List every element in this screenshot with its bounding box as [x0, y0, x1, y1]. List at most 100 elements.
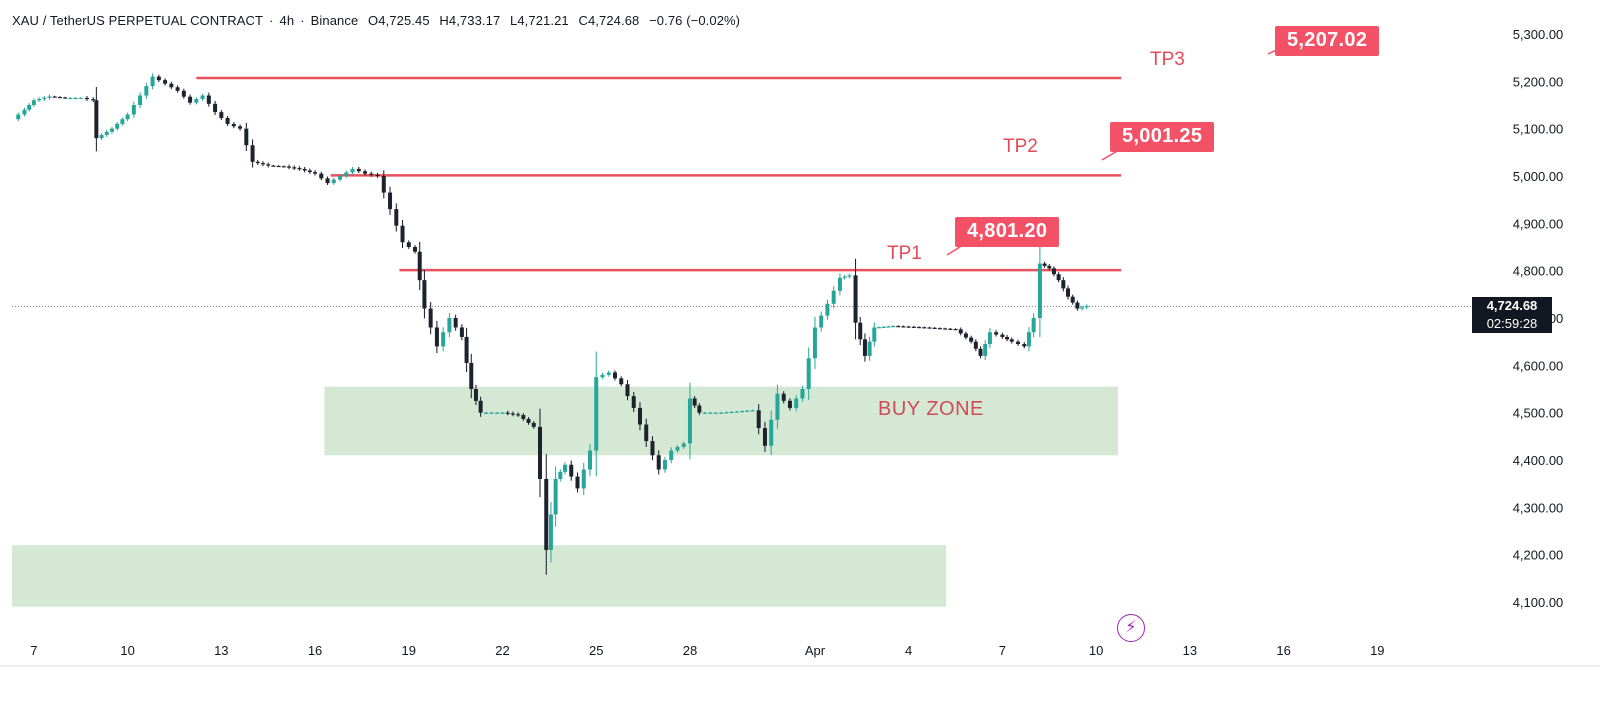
y-tick-label: 5,300.00 — [1513, 27, 1564, 42]
candle-body — [581, 469, 586, 489]
candle-body — [1056, 274, 1061, 281]
candle-body — [867, 341, 872, 356]
x-tick-label: 25 — [589, 643, 603, 658]
candle-body — [1009, 339, 1014, 342]
candle-body — [544, 478, 549, 550]
symbol-name[interactable]: XAU / TetherUS PERPETUAL CONTRACT — [12, 13, 264, 28]
candle-body — [800, 389, 805, 399]
candle-body — [1000, 334, 1005, 337]
candle-body — [1005, 336, 1010, 340]
candle-body — [781, 393, 786, 401]
candle-body — [319, 173, 324, 179]
x-tick-label: 10 — [1089, 643, 1103, 658]
candle-body — [973, 341, 978, 349]
y-tick-label: 4,300.00 — [1513, 500, 1564, 515]
candle-body — [1016, 341, 1021, 345]
candle-body — [681, 443, 686, 447]
candle-body — [762, 428, 767, 446]
candle-body — [881, 326, 886, 328]
candle-body — [644, 424, 649, 442]
candle-body — [500, 412, 505, 414]
candle-body — [563, 464, 567, 472]
candle-body — [1061, 280, 1066, 289]
candle-body — [369, 173, 374, 175]
candle-body — [16, 114, 21, 120]
candle-body — [587, 450, 592, 470]
candle-body — [819, 315, 824, 328]
candle-body — [953, 329, 958, 331]
y-tick-label: 5,100.00 — [1513, 122, 1564, 137]
candle-body — [1037, 263, 1042, 318]
candle-body — [428, 308, 433, 328]
candle-body — [831, 290, 836, 304]
candle-body — [99, 134, 104, 139]
candle-body — [538, 426, 543, 479]
tp1-value-label[interactable]: 4,801.20 — [955, 217, 1060, 247]
last-price-tag: 4,724.68 02:59:28 — [1472, 297, 1552, 333]
candle-body — [350, 168, 355, 173]
tp1-label: TP1 — [887, 243, 922, 264]
x-tick-label: 13 — [1183, 643, 1197, 658]
candle-body — [600, 374, 605, 378]
x-tick-label: 4 — [905, 643, 912, 658]
candle-body — [302, 168, 307, 171]
candle-body — [631, 396, 636, 408]
tp3-value-label[interactable]: 5,207.02 — [1275, 26, 1380, 56]
candle-body — [526, 418, 531, 423]
candle-body — [31, 100, 36, 105]
candle-body — [927, 327, 932, 329]
candle-body — [548, 514, 553, 550]
candle-body — [292, 167, 297, 169]
candle-body — [531, 422, 536, 427]
candle-body — [200, 95, 205, 100]
candle-body — [484, 412, 489, 414]
x-tick-label: 19 — [1370, 643, 1384, 658]
candle-body — [862, 339, 867, 356]
candle-body — [911, 326, 916, 328]
tp2-value-label[interactable]: 5,001.25 — [1110, 122, 1215, 152]
buy-zone-box[interactable] — [324, 386, 1118, 456]
candle-body — [266, 164, 271, 166]
candle-body — [206, 95, 211, 104]
candle-body — [1047, 265, 1052, 269]
demand-zone-box[interactable] — [12, 545, 947, 607]
candle-body — [104, 131, 109, 135]
candle-body — [837, 277, 842, 291]
candle-body — [417, 251, 422, 281]
candle-body — [1084, 306, 1089, 308]
candle-body — [363, 171, 368, 174]
candle-body — [94, 100, 99, 139]
candle-body — [553, 478, 558, 515]
interval[interactable]: 4h — [279, 13, 295, 28]
candle-body — [708, 412, 713, 414]
candle-body — [724, 412, 729, 414]
candle-body — [325, 178, 330, 184]
candle-body — [756, 410, 761, 429]
candle-body — [1022, 344, 1027, 347]
candle-body — [521, 415, 526, 419]
candle-body — [1042, 263, 1047, 266]
candle-body — [1026, 332, 1031, 347]
candle-body — [872, 327, 877, 342]
candle-body — [662, 460, 667, 470]
candle-body — [495, 412, 500, 414]
tp3-label: TP3 — [1150, 49, 1185, 70]
candle-body — [22, 109, 27, 115]
candle-body — [271, 165, 276, 167]
y-tick-label: 4,600.00 — [1513, 358, 1564, 373]
x-tick-label: 7 — [30, 643, 37, 658]
candle-body — [42, 97, 47, 100]
candle-body — [131, 105, 136, 115]
buy-zone-label: BUY ZONE — [878, 398, 984, 420]
y-tick-label: 5,200.00 — [1513, 74, 1564, 89]
candle-body — [963, 333, 968, 338]
candle-body — [891, 326, 896, 328]
candle-body — [125, 114, 130, 120]
y-tick-label: 4,100.00 — [1513, 595, 1564, 610]
candle-body — [219, 112, 224, 119]
candle-body — [434, 327, 439, 347]
lightning-icon[interactable]: ⚡ — [1117, 614, 1145, 642]
candle-body — [978, 348, 983, 356]
x-tick-label: 19 — [402, 643, 416, 658]
